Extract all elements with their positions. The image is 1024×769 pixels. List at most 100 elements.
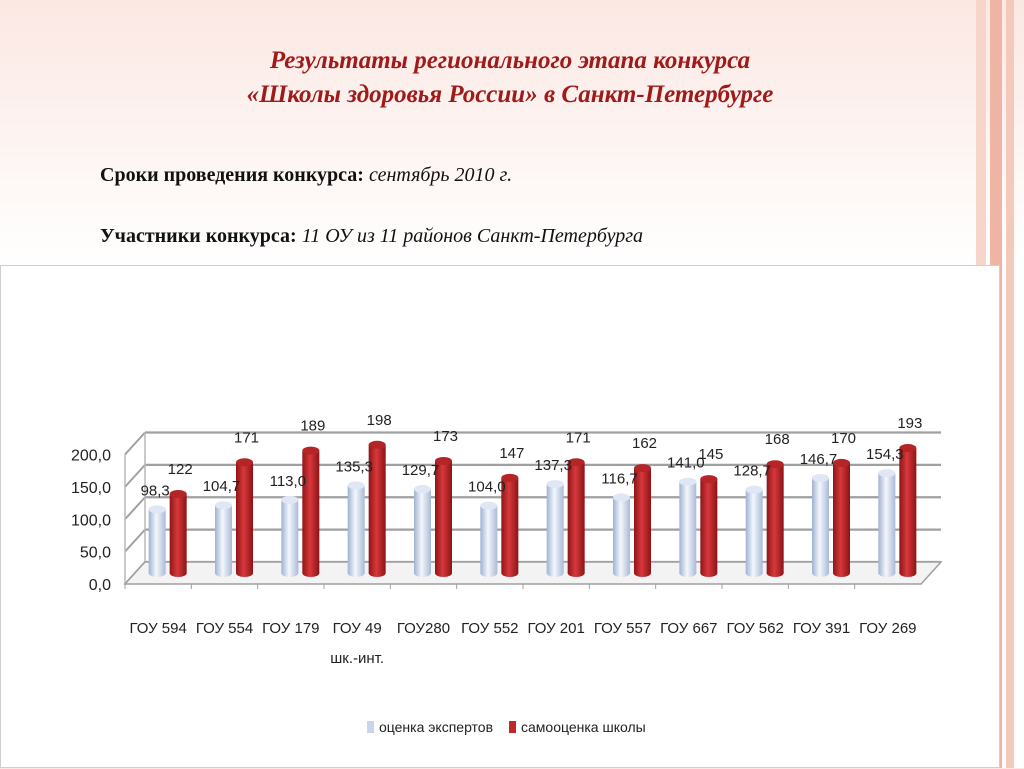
bar-expert — [878, 469, 896, 577]
data-label-expert: 137,3 — [534, 457, 572, 474]
bar-self — [236, 458, 253, 577]
bar-self-base — [700, 569, 718, 577]
bar-expert-top — [546, 480, 564, 489]
y-tick-label: 100,0 — [71, 512, 111, 529]
x-tick-label: ГОУ 667 — [660, 620, 717, 637]
bar-self-top — [302, 446, 320, 455]
x-tick-label: ГОУ 554 — [196, 620, 253, 637]
data-label-self: 193 — [897, 415, 922, 432]
bar-expert-base — [480, 569, 498, 577]
data-label-self: 162 — [632, 435, 657, 452]
bar-expert-base — [878, 569, 896, 577]
bar-self — [634, 464, 651, 577]
data-label-expert: 146,7 — [800, 451, 838, 468]
legend-swatch-expert — [367, 721, 374, 733]
participants-label: Участники конкурса: — [100, 225, 297, 247]
bar-self-body — [766, 464, 784, 573]
bar-expert-top — [281, 495, 299, 504]
bar-expert-base — [546, 569, 564, 577]
x-tick-label: ГОУ280 — [397, 620, 450, 637]
data-label-self: 168 — [765, 431, 790, 448]
bar-expert-base — [347, 569, 365, 577]
bar-self-base — [236, 569, 253, 577]
bar-self — [766, 460, 784, 577]
bar-expert — [215, 501, 232, 577]
bar-expert-base — [148, 569, 166, 577]
bar-expert-body — [414, 489, 431, 573]
data-label-self: 198 — [367, 412, 392, 429]
bar-self-body — [634, 468, 651, 573]
bar-self-base — [501, 569, 519, 577]
bar-expert — [148, 505, 166, 577]
bar-expert-base — [215, 569, 232, 577]
x-tick-label: ГОУ 391 — [793, 620, 850, 637]
bar-self-top — [700, 475, 718, 484]
bar-self-top — [567, 458, 585, 467]
x-tick-label: ГОУ 552 — [461, 620, 518, 637]
bar-expert-body — [679, 481, 697, 573]
grid-connector — [124, 431, 146, 456]
data-label-self: 145 — [698, 446, 723, 463]
bar-expert-body — [480, 505, 498, 573]
bar-self — [435, 456, 452, 577]
dates-line: Сроки проведения конкурса: сентябрь 2010… — [100, 164, 512, 187]
bar-self-body — [368, 444, 386, 573]
data-label-expert: 129,7 — [402, 462, 440, 479]
bar-self-body — [833, 462, 850, 573]
data-label-expert: 104,0 — [468, 479, 506, 496]
legend-swatch-self — [509, 721, 516, 733]
bar-self — [169, 490, 187, 577]
bar-expert — [613, 493, 630, 577]
data-label-expert: 141,0 — [667, 455, 705, 472]
bar-expert-body — [215, 505, 232, 573]
bar-self-base — [833, 569, 850, 577]
bar-self-body — [169, 494, 187, 573]
data-label-self: 170 — [831, 430, 856, 447]
bar-self-body — [435, 460, 452, 573]
data-label-self: 122 — [168, 461, 193, 478]
bar-expert-body — [546, 484, 564, 573]
bar-self — [368, 440, 386, 577]
bar-self-base — [567, 569, 585, 577]
data-label-expert: 98,3 — [141, 482, 170, 499]
bar-self-body — [302, 450, 320, 573]
data-label-expert: 154,3 — [866, 446, 904, 463]
bar-self-base — [435, 569, 452, 577]
title-line-1: Результаты регионального этапа конкурса — [269, 47, 751, 74]
bar-self — [833, 458, 850, 577]
bar-expert — [546, 480, 564, 577]
bar-expert — [347, 481, 365, 577]
bar-expert — [281, 495, 299, 577]
bar-self-base — [302, 569, 320, 577]
bar-expert-top — [480, 501, 498, 510]
data-label-expert: 128,7 — [733, 463, 771, 480]
participants-value: 11 ОУ из 11 районов Санкт-Петербурга — [301, 225, 644, 247]
bar-expert-body — [745, 489, 763, 573]
x-tick-label: ГОУ 557 — [594, 620, 651, 637]
legend-label-expert: оценка экспертов — [379, 719, 493, 735]
bar-self-body — [567, 462, 585, 573]
bar-expert-top — [745, 485, 763, 494]
stripe-inner — [1006, 0, 1014, 768]
x-tick-label-extra: шк.-инт. — [330, 650, 384, 667]
bar-expert-top — [679, 477, 697, 486]
data-label-self: 147 — [499, 445, 524, 462]
x-tick-label: ГОУ 269 — [859, 620, 916, 637]
data-label-self: 171 — [234, 429, 259, 446]
data-label-self: 173 — [433, 428, 458, 445]
bar-self-top — [236, 458, 253, 467]
bar-self — [567, 458, 585, 577]
dates-label: Сроки проведения конкурса: — [100, 164, 364, 186]
grid-connector — [124, 464, 146, 488]
x-tick-label: ГОУ 201 — [527, 620, 584, 637]
participants-line: Участники конкурса: 11 ОУ из 11 районов … — [100, 225, 643, 248]
y-tick-label: 0,0 — [89, 577, 111, 594]
data-label-self: 189 — [300, 418, 325, 435]
bar-expert — [414, 485, 431, 577]
bar-self-base — [634, 569, 651, 577]
data-label-expert: 135,3 — [335, 458, 373, 475]
bar-self-base — [368, 569, 386, 577]
slide-title: Результаты регионального этапа конкурса … — [150, 44, 870, 112]
bar-expert-top — [812, 474, 829, 483]
bar-expert-base — [679, 569, 697, 577]
